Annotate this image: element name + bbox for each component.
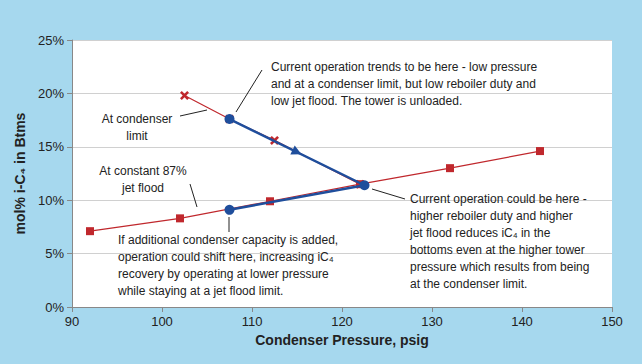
svg-text:Current operation could be her: Current operation could be here - (410, 192, 587, 206)
svg-text:10%: 10% (38, 193, 64, 208)
svg-text:140: 140 (511, 314, 533, 329)
svg-text:25%: 25% (38, 33, 64, 48)
svg-text:recovery by operating at lower: recovery by operating at lower pressure (118, 267, 329, 281)
svg-text:jet flood reduces iC₄ in the: jet flood reduces iC₄ in the (409, 226, 551, 240)
svg-text:0%: 0% (45, 300, 64, 315)
svg-text:at the condenser limit.: at the condenser limit. (410, 277, 527, 291)
svg-text:130: 130 (421, 314, 443, 329)
svg-text:110: 110 (242, 314, 263, 329)
svg-text:150: 150 (601, 314, 623, 329)
svg-text:low jet flood. The tower is un: low jet flood. The tower is unloaded. (271, 94, 462, 108)
svg-text:limit: limit (126, 129, 148, 143)
svg-text:At condenser: At condenser (102, 112, 173, 126)
svg-text:jet flood: jet flood (121, 181, 164, 195)
svg-text:operation could shift here, in: operation could shift here, increasing i… (118, 250, 334, 264)
svg-text:120: 120 (331, 314, 353, 329)
svg-text:higher reboiler duty and highe: higher reboiler duty and higher (410, 209, 573, 223)
svg-text:90: 90 (65, 314, 79, 329)
svg-text:pressure which results from be: pressure which results from being (410, 260, 589, 274)
svg-text:mol% i-C₄ in Btms: mol% i-C₄ in Btms (12, 112, 28, 234)
svg-text:5%: 5% (45, 246, 64, 261)
svg-text:and at a condenser limit, but: and at a condenser limit, but low reboil… (271, 77, 536, 91)
svg-text:If additional condenser capaci: If additional condenser capacity is adde… (118, 233, 338, 247)
svg-text:while staying at a jet flood l: while staying at a jet flood limit. (117, 284, 283, 298)
svg-text:At constant 87%: At constant 87% (99, 164, 187, 178)
svg-text:Current operation trends to be: Current operation trends to be here - lo… (271, 60, 537, 74)
svg-text:15%: 15% (38, 139, 64, 154)
svg-text:Condenser Pressure, psig: Condenser Pressure, psig (255, 332, 429, 348)
svg-text:20%: 20% (38, 86, 64, 101)
svg-text:100: 100 (151, 314, 173, 329)
svg-text:bottoms even at the higher tow: bottoms even at the higher tower (410, 243, 585, 257)
